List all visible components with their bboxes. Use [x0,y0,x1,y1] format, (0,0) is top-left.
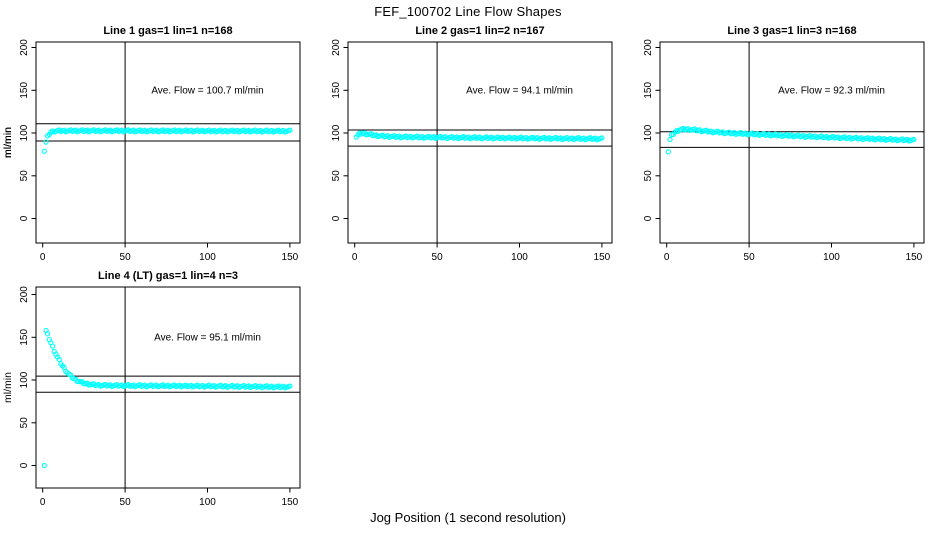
x-tick-label: 0 [664,252,670,263]
y-tick-label: 100 [643,124,654,141]
y-axis-label: ml/min [2,127,14,158]
y-tick-label: 150 [643,82,654,99]
data-series-points [41,127,293,154]
panel-title: Line 1 gas=1 lin=1 n=168 [103,25,232,37]
panel-line-2: Line 2 gas=1 lin=2 n=167 0 50 100 150 0 50 100 1… [2,25,613,263]
plot-box [35,41,301,244]
x-tick-label: 0 [352,252,358,263]
x-tick-label: 50 [432,252,444,263]
y-tick-label: 0 [19,462,30,468]
y-tick-label: 50 [331,170,342,182]
panel-line-3: Line 3 gas=1 lin=3 n=168 0 50 100 150 0 50 100 1… [2,25,925,263]
y-tick-label: 100 [19,124,30,141]
y-tick-label: 200 [331,39,342,56]
plot-box [347,41,613,244]
y-tick-label: 100 [331,124,342,141]
panel-title: Line 2 gas=1 lin=2 n=167 [415,25,544,37]
x-tick-label: 50 [120,497,132,508]
data-series-points [665,125,917,155]
y-tick-label: 50 [643,170,654,182]
plot-box [35,286,301,489]
plot-box [659,41,925,244]
x-axis-title: Jog Position (1 second resolution) [370,510,566,525]
ave-flow-annotation: Ave. Flow = 95.1 ml/min [154,332,261,343]
x-tick-label: 50 [120,252,132,263]
y-tick-label: 150 [19,329,30,346]
y-tick-label: 50 [19,417,30,429]
y-tick-label: 0 [19,215,30,221]
ave-flow-annotation: Ave. Flow = 100.7 ml/min [151,85,263,96]
y-tick-label: 150 [331,82,342,99]
y-axis-label: ml/min [2,372,14,403]
x-tick-label: 150 [594,252,611,263]
panel-line-1: Line 1 gas=1 lin=1 n=168 0 50 100 150 0 50 100 1… [2,25,301,263]
ave-flow-annotation: Ave. Flow = 92.3 ml/min [778,85,885,96]
x-tick-label: 150 [906,252,923,263]
y-tick-label: 100 [19,371,30,388]
panel-title: Line 4 (LT) gas=1 lin=4 n=3 [98,270,238,282]
y-tick-label: 200 [19,39,30,56]
y-tick-label: 0 [331,215,342,221]
x-tick-label: 100 [199,252,216,263]
x-tick-label: 100 [511,252,528,263]
y-axis-label: ml/min [2,127,14,158]
ave-flow-annotation: Ave. Flow = 94.1 ml/min [466,85,573,96]
data-series-points [353,130,605,143]
x-tick-label: 0 [40,497,46,508]
y-tick-label: 150 [19,82,30,99]
x-tick-label: 0 [40,252,46,263]
x-tick-label: 50 [744,252,756,263]
y-tick-label: 200 [19,286,30,303]
data-series-points [41,327,293,469]
y-tick-label: 0 [643,215,654,221]
panel-title: Line 3 gas=1 lin=3 n=168 [727,25,856,37]
y-axis-label: ml/min [2,127,14,158]
x-tick-label: 100 [823,252,840,263]
y-tick-label: 200 [643,39,654,56]
x-tick-label: 100 [199,497,216,508]
panel-line-4: Line 4 (LT) gas=1 lin=4 n=3 0 50 100 150 0 50 1… [2,270,301,508]
y-tick-label: 50 [19,170,30,182]
x-tick-label: 150 [282,252,299,263]
x-tick-label: 150 [282,497,299,508]
figure-title: FEF_100702 Line Flow Shapes [374,4,562,19]
